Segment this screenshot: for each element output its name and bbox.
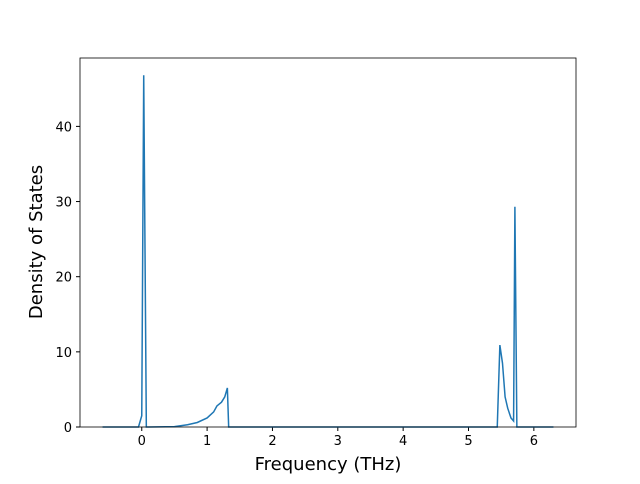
x-axis-label: Frequency (THz) <box>255 454 402 475</box>
y-tick-label: 30 <box>55 196 72 211</box>
y-tick-label: 20 <box>55 271 72 286</box>
y-tick-label: 10 <box>55 346 72 361</box>
y-tick-label: 40 <box>55 120 72 135</box>
x-tick-label: 2 <box>268 434 276 449</box>
x-tick-label: 1 <box>203 434 211 449</box>
x-tick-label: 5 <box>464 434 472 449</box>
y-axis-label: Density of States <box>26 165 47 319</box>
y-tick-label: 0 <box>64 421 72 436</box>
plot-frame <box>79 57 577 428</box>
x-tick-label: 3 <box>334 434 342 449</box>
x-tick-label: 6 <box>530 434 538 449</box>
line <box>102 75 554 428</box>
x-tick-label: 4 <box>399 434 407 449</box>
x-tick-label: 0 <box>138 434 146 449</box>
